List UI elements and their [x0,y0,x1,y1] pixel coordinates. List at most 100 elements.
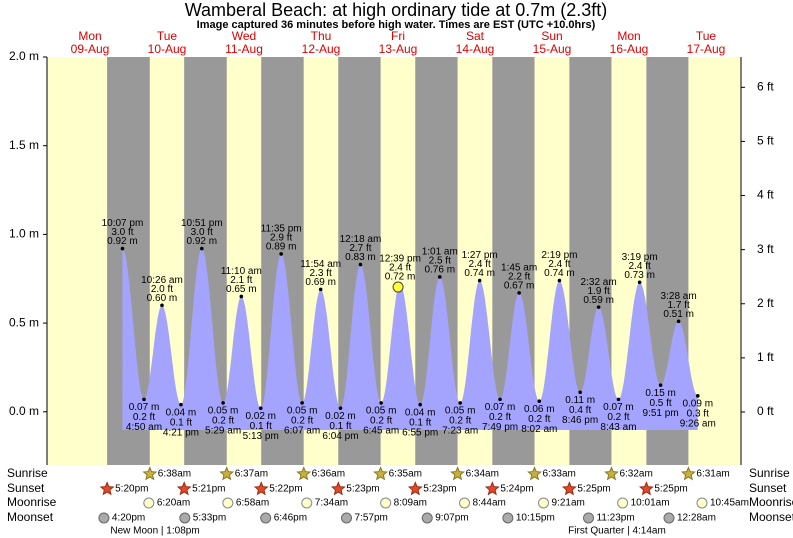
chart-title: Wamberal Beach: at high ordinary tide at… [185,0,608,20]
chart-subtitle: Image captured 36 minutes before high wa… [197,19,596,31]
day-name: Thu [311,29,332,43]
sun-icon [142,466,158,481]
tide-ft: 0.1 ft [170,417,192,428]
y2-tick-label: 4 ft [757,188,774,202]
tide-extreme [578,390,582,395]
day-name: Wed [232,29,256,43]
moon-icon [380,497,392,509]
tide-ft: 0.2 ft [370,416,392,427]
row-label: Moonrise [7,495,57,509]
tide-extreme [179,402,183,407]
day-name: Tue [696,29,717,43]
event-time: 5:23pm [423,484,456,495]
tide-ft: 1.7 ft [667,300,689,311]
tide-m: 0.09 m [682,398,713,409]
day-name: Fri [391,29,405,43]
tide-ft: 0.2 ft [607,412,629,423]
y-tick-label: 0.0 m [9,404,39,418]
y2-tick-label: 2 ft [757,296,774,310]
tide-time: 1:27 pm [462,250,498,261]
tide-ft: 2.4 ft [389,263,411,274]
tide-m: 0.07 m [603,402,634,413]
tide-ft: 0.2 ft [528,414,550,425]
event-time: 8:44am [473,498,506,509]
row-label: Sunrise [749,466,790,480]
day-date: 15-Aug [533,42,572,56]
event-time: 6:35am [389,469,422,480]
tide-extreme [695,394,700,398]
tide-time: 12:39 pm [379,254,421,265]
moon-icon [583,512,595,524]
sun-icon [680,466,696,481]
row-label: Moonset [749,510,793,524]
day-name: Mon [617,29,640,43]
day-date: 10-Aug [148,42,187,56]
tide-time: 9:51 pm [643,408,679,419]
sun-icon [219,466,235,481]
tide-time: 6:45 am [363,426,399,437]
tide-ft: 0.1 ft [250,421,272,432]
tide-time: 4:50 am [126,422,162,433]
tide-m: 0.89 m [266,242,297,253]
tide-time: 3:28 am [661,291,697,302]
tide-extreme [517,291,521,295]
tide-time: 7:23 am [442,426,478,437]
tide-extreme [221,401,225,405]
tide-extreme [239,294,244,299]
event-time: 12:28am [677,513,716,524]
tide-extreme [477,278,482,283]
moon-phase: First Quarter | 4:14am [568,526,666,537]
tide-time: 7:49 pm [482,422,518,433]
event-time: 5:25pm [654,484,687,495]
tide-ft: 3.0 ft [191,227,213,238]
tide-extreme [338,406,343,411]
tide-ft: 1.9 ft [588,286,610,297]
event-time: 6:32am [619,469,652,480]
row-label: Sunset [7,481,45,495]
event-time: 6:34am [466,469,499,480]
tide-time: 11:54 am [300,259,341,270]
tide-m: 0.67 m [504,281,535,292]
y2-tick-label: 1 ft [757,350,774,364]
tide-extreme [498,397,502,402]
moon-icon [301,497,313,509]
tide-ft: 0.5 ft [649,398,671,409]
tide-extreme [557,278,562,283]
event-time: 6:36am [312,469,345,480]
tide-time: 5:13 pm [243,431,279,442]
tide-m: 0.65 m [226,284,257,295]
day-date: 14-Aug [456,42,495,56]
tide-time: 6:55 pm [402,427,438,438]
tide-extreme [200,246,204,251]
tide-ft: 2.9 ft [270,233,292,244]
tide-ft: 2.5 ft [429,256,451,267]
y-tick-label: 2.0 m [9,49,39,63]
tide-extreme [142,397,146,402]
tide-time: 2:32 am [581,277,617,288]
event-time: 5:33pm [193,513,226,524]
moon-icon [260,512,272,524]
sun-icon [638,481,654,496]
tide-ft: 0.1 ft [329,421,351,432]
y-tick-label: 0.5 m [9,315,39,329]
event-time: 7:34am [315,498,348,509]
event-time: 5:23pm [346,484,379,495]
sun-icon [407,481,423,496]
tide-time: 9:26 am [680,418,716,429]
sun-icon [253,481,269,496]
moon-icon [143,497,155,509]
tide-extreme [358,262,363,267]
tide-m: 0.74 m [544,268,575,279]
tide-extreme [379,401,383,405]
tide-extreme [537,399,542,403]
tide-m: 0.51 m [663,309,694,320]
row-label: Sunset [749,481,787,495]
tide-ft: 0.2 ft [212,416,234,427]
day-date: 16-Aug [610,42,649,56]
moon-icon [179,512,191,524]
tide-m: 0.83 m [345,252,376,263]
tide-m: 0.69 m [305,277,336,288]
sun-icon [373,466,389,481]
moon-icon [663,512,675,524]
moon-icon [341,512,353,524]
